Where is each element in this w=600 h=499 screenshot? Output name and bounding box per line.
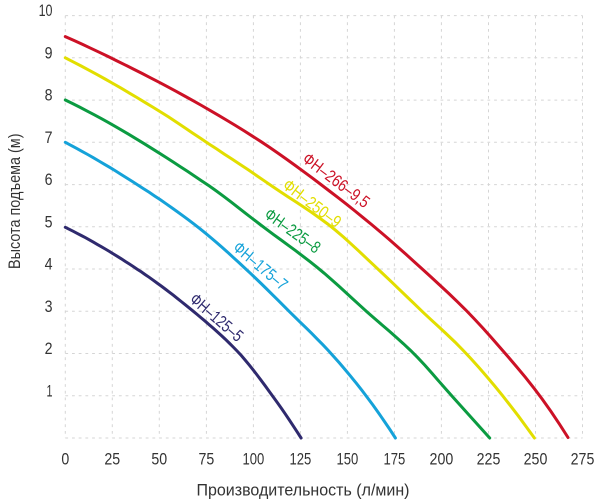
svg-text:7: 7 xyxy=(45,129,53,147)
svg-text:5: 5 xyxy=(45,213,53,231)
svg-text:2: 2 xyxy=(45,340,53,358)
svg-text:3: 3 xyxy=(45,298,53,316)
svg-text:50: 50 xyxy=(151,451,167,469)
svg-text:225: 225 xyxy=(477,451,501,469)
svg-text:0: 0 xyxy=(61,451,69,469)
svg-text:8: 8 xyxy=(45,87,53,105)
svg-text:200: 200 xyxy=(430,451,454,469)
svg-text:10: 10 xyxy=(39,2,53,20)
svg-text:150: 150 xyxy=(337,451,359,469)
svg-text:25: 25 xyxy=(104,451,120,469)
svg-text:125: 125 xyxy=(290,451,312,469)
svg-text:175: 175 xyxy=(384,451,406,469)
svg-text:4: 4 xyxy=(45,256,53,274)
svg-text:6: 6 xyxy=(45,171,53,189)
svg-text:1: 1 xyxy=(47,382,53,400)
svg-text:9: 9 xyxy=(45,44,53,62)
svg-text:100: 100 xyxy=(243,451,265,469)
svg-text:250: 250 xyxy=(524,451,548,469)
svg-text:Производительность (л/мин): Производительность (л/мин) xyxy=(197,481,410,499)
svg-text:Высота подъема (м): Высота подъема (м) xyxy=(5,134,24,270)
svg-text:75: 75 xyxy=(199,451,215,469)
svg-text:275: 275 xyxy=(571,451,595,469)
